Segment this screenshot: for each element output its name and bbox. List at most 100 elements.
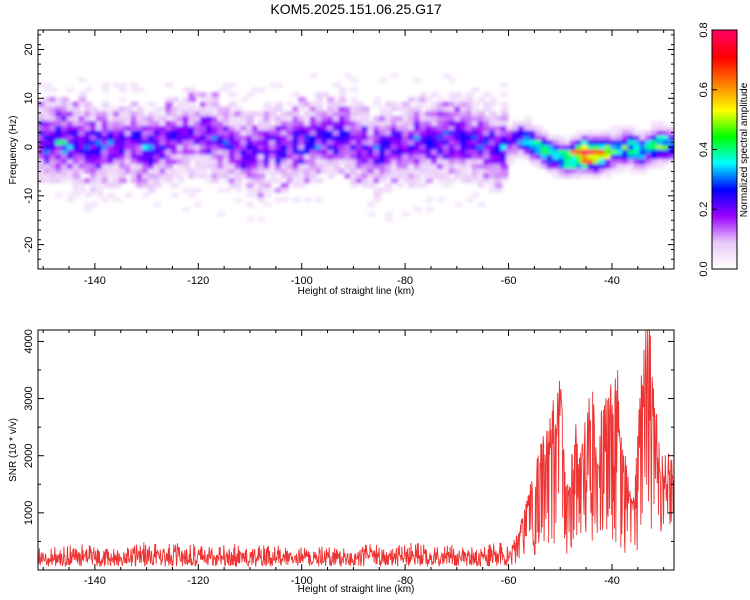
heatmap-cell (350, 106, 359, 112)
heatmap-cell (361, 125, 370, 131)
heatmap-cell (217, 173, 226, 179)
heatmap-cell (257, 182, 266, 188)
heatmap-cell (454, 202, 463, 208)
heatmap-cell (101, 101, 110, 107)
heatmap-cell (269, 106, 278, 112)
heatmap-cell (448, 135, 457, 141)
heatmap-cell (396, 159, 405, 165)
heatmap-cell (419, 163, 428, 169)
heatmap-cell (147, 111, 156, 117)
heatmap-cell (483, 168, 492, 174)
x-tick-label: -60 (501, 275, 517, 287)
heatmap-cell (419, 130, 428, 136)
heatmap-cell (292, 120, 301, 126)
heatmap-cell (107, 125, 116, 131)
heatmap-cell (471, 149, 480, 155)
heatmap-cell (448, 101, 457, 107)
heatmap-cell (194, 168, 202, 174)
heatmap-cell (136, 178, 145, 184)
heatmap-cell (113, 168, 121, 174)
heatmap-cell (327, 125, 335, 131)
colorbar-strip (712, 141, 737, 145)
heatmap-cell (188, 139, 197, 145)
heatmap-cell (344, 149, 353, 155)
heatmap-cell (147, 139, 156, 145)
heatmap-cell (240, 135, 249, 141)
heatmap-cell (61, 168, 69, 174)
heatmap-cell (170, 144, 179, 150)
heatmap-cell (159, 130, 168, 136)
heatmap-cell (303, 111, 312, 117)
heatmap-cell (315, 139, 324, 145)
heatmap-cell (373, 163, 382, 169)
colorbar-strip (712, 181, 737, 184)
heatmap-cell (488, 178, 497, 184)
heatmap-cell (199, 139, 208, 145)
colorbar-strip (712, 179, 737, 182)
heatmap-cell (309, 173, 318, 179)
heatmap-cell (356, 159, 364, 165)
heatmap-cell (286, 139, 295, 145)
heatmap-cell (477, 182, 486, 188)
heatmap-cell (483, 139, 492, 145)
colorbar-strip (712, 103, 737, 107)
heatmap-cell (153, 135, 162, 141)
heatmap-cell (43, 144, 52, 150)
heatmap-cell (390, 125, 399, 131)
heatmap-cell (390, 120, 399, 126)
heatmap-cell (147, 182, 156, 188)
heatmap-cell (581, 168, 590, 174)
heatmap-cell (350, 163, 359, 169)
colorbar-strip (712, 83, 737, 87)
heatmap-cell (425, 206, 434, 212)
heatmap-cell (84, 192, 93, 198)
heatmap-cell (645, 135, 653, 141)
heatmap-cell (257, 163, 266, 169)
heatmap-cell (49, 178, 58, 184)
heatmap-cell (275, 144, 283, 150)
heatmap-cell (84, 106, 93, 112)
heatmap-cell (101, 159, 110, 165)
heatmap-cell (408, 154, 416, 160)
heatmap-cell (205, 135, 214, 141)
heatmap-cell (616, 125, 624, 131)
colorbar-strip (712, 197, 737, 200)
heatmap-cell (367, 159, 376, 165)
heatmap-cell (136, 139, 145, 145)
heatmap-cell (147, 116, 156, 122)
heatmap-cell (205, 111, 214, 117)
heatmap-cell (645, 159, 653, 165)
heatmap-cell (344, 120, 353, 126)
heatmap-cell (581, 130, 590, 136)
colorbar-strip (712, 155, 737, 159)
heatmap-cell (234, 173, 243, 179)
heatmap-cell (298, 178, 306, 184)
heatmap-cell (523, 130, 532, 136)
heatmap-cell (72, 173, 81, 179)
heatmap-cell (477, 168, 486, 174)
heatmap-cell (165, 163, 174, 169)
heatmap-cell (263, 163, 272, 169)
heatmap-cell (471, 125, 480, 131)
heatmap-cell (471, 173, 480, 179)
heatmap-cell (153, 149, 162, 155)
colorbar-strip (712, 183, 737, 186)
heatmap-cell (529, 125, 538, 131)
heatmap-cell (188, 144, 197, 150)
heatmap-cell (170, 182, 179, 188)
heatmap-cell (425, 139, 434, 145)
colorbar-strip (712, 89, 737, 93)
heatmap-cell (535, 144, 544, 150)
colorbar-strip (712, 173, 737, 176)
heatmap-cell (286, 149, 295, 155)
heatmap-cell (159, 163, 168, 169)
heatmap-cell (442, 111, 451, 117)
heatmap-cell (477, 202, 486, 208)
colorbar-strip (712, 265, 737, 268)
heatmap-cell (384, 106, 393, 112)
heatmap-cell (118, 149, 127, 155)
heatmap-cell (38, 178, 46, 184)
heatmap-cell (263, 116, 272, 122)
heatmap-cell (621, 130, 630, 136)
heatmap-cell (512, 154, 520, 160)
